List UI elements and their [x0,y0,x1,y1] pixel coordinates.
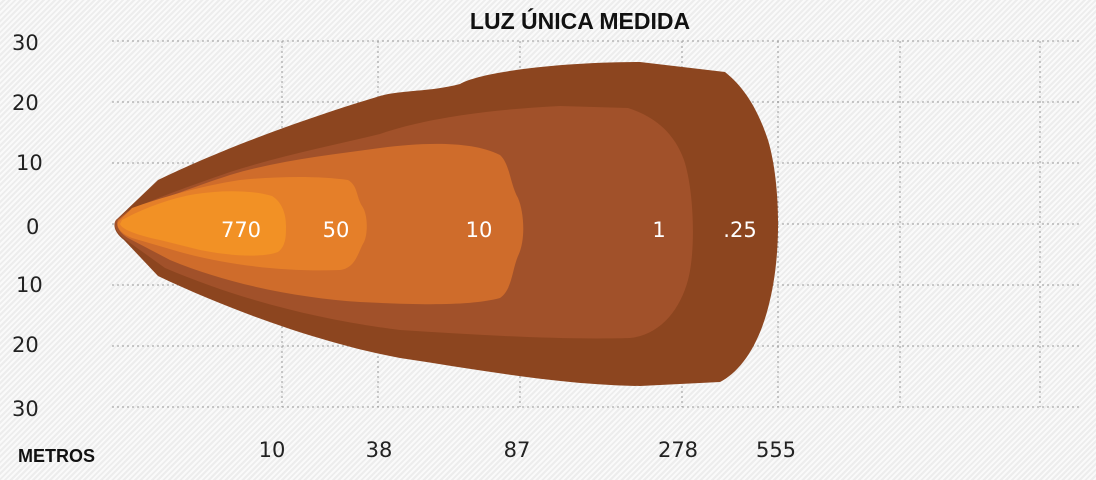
chart-title: LUZ ÚNICA MEDIDA [470,7,690,34]
y-tick-label: 0 [26,215,39,239]
zone-label-1: 1 [652,218,665,242]
y-axis: 30 20 10 0 10 20 30 [12,31,43,421]
y-tick-label: 20 [12,91,39,115]
zone-label-770: 770 [221,218,261,242]
x-axis-label: METROS [18,446,95,466]
x-axis: 10 38 87 278 555 [259,438,796,462]
y-tick-label: 30 [12,397,39,421]
zone-label-50: 50 [323,218,350,242]
x-tick-label: 278 [658,438,698,462]
zone-label-0.25: .25 [723,218,756,242]
y-tick-label: 10 [16,151,43,175]
y-tick-label: 10 [16,273,43,297]
zone-label-10: 10 [466,218,493,242]
y-tick-label: 20 [12,333,39,357]
y-tick-label: 30 [12,31,39,55]
x-tick-label: 87 [504,438,531,462]
x-tick-label: 38 [366,438,393,462]
x-tick-label: 10 [259,438,286,462]
zone-770-lux [120,191,286,256]
x-tick-label: 555 [756,438,796,462]
